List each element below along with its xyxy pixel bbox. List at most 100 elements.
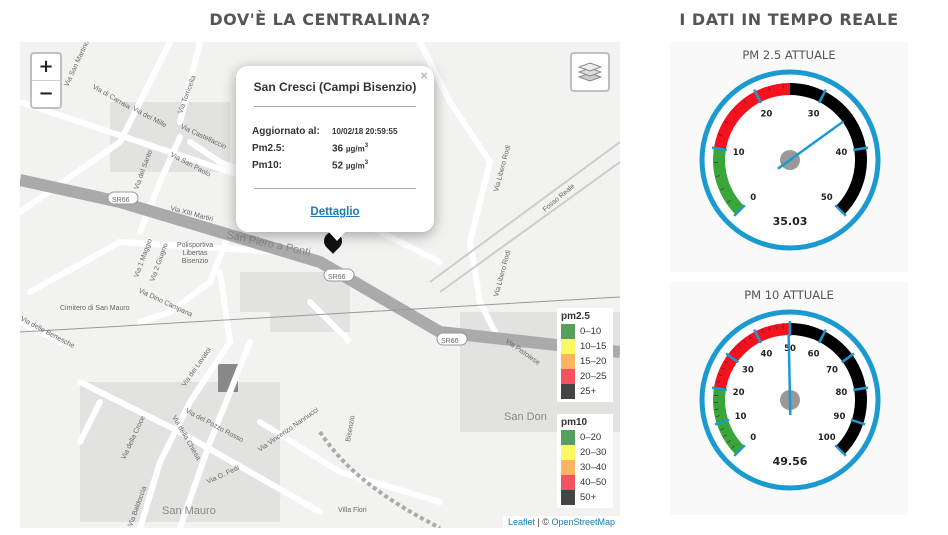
osm-link[interactable]: OpenStreetMap (551, 517, 615, 527)
gauge-major-tick (817, 329, 827, 344)
legend-label: 20–25 (580, 371, 607, 382)
gauge-minor-tick (718, 133, 723, 136)
river-label: Bisenzio (345, 415, 357, 442)
gauge-tick-label: 90 (834, 412, 846, 422)
gauge-minor-tick (726, 440, 731, 444)
gauge-minor-tick (748, 335, 752, 340)
legend-label: 50+ (580, 492, 597, 503)
pm25-gauge-card: 0 10 20 30 40 50 35.03 PM 2.5 ATTUALE (670, 42, 908, 272)
map-heading: DOV'È LA CENTRALINA? (209, 10, 431, 29)
legend-item: 15–20 (561, 354, 609, 369)
gauge-minor-tick (720, 428, 725, 431)
legend-item: 50+ (561, 490, 609, 505)
gauge-minor-tick (718, 373, 723, 376)
legend-swatch (561, 460, 575, 475)
gauge-minor-tick (775, 325, 777, 330)
station-popup: × San Cresci (Campi Bisenzio) Aggiornato… (236, 66, 434, 241)
gauge-tick-label: 70 (826, 365, 838, 375)
map[interactable]: SR66 SR66 SR66 Via San Martino Via di Ca… (20, 42, 620, 528)
gauge-minor-tick (716, 380, 721, 383)
place-label: San Mauro (162, 505, 216, 517)
gauge-major-tick (714, 418, 730, 426)
legend-swatch (561, 339, 575, 354)
legend-swatch (561, 369, 575, 384)
legend-swatch (561, 490, 575, 505)
updated-value: 10/02/18 20:59:55 (332, 127, 398, 136)
gauge-band (713, 83, 790, 150)
gauge-major-tick (853, 146, 869, 152)
pm10-row: Pm10: 52 µg/m3 (252, 160, 369, 172)
gauge-major-tick (711, 146, 727, 152)
gauge-needle (777, 120, 845, 170)
gauge-tick-label: 80 (835, 388, 847, 398)
divider (254, 106, 416, 107)
zoom-in-button[interactable]: + (38, 56, 54, 77)
gauge-minor-tick (768, 86, 771, 91)
gauge-tick-label: 0 (750, 433, 756, 443)
legend-label: 25+ (580, 386, 597, 397)
popup-close-button[interactable]: × (420, 68, 428, 83)
gauge-minor-tick (726, 200, 731, 204)
layers-icon (578, 62, 602, 82)
gauge-minor-tick (732, 109, 737, 113)
legend-label: 40–50 (580, 477, 607, 488)
gauge-minor-tick (714, 408, 719, 410)
street-label: Via dei Lavatoi (181, 346, 213, 388)
gauge-tick-label: 40 (760, 350, 772, 360)
legend-item: 25+ (561, 384, 609, 399)
gauge-tick-label: 30 (808, 110, 820, 120)
gauge-tick-label: 10 (733, 148, 745, 158)
legend-item: 40–50 (561, 475, 609, 490)
gauge-major-tick (817, 89, 827, 104)
legend-item: 30–40 (561, 460, 609, 475)
street-label: Via 2 Giugno (149, 242, 169, 282)
zoom-out-button[interactable]: − (32, 80, 60, 107)
gauge-minor-tick (731, 445, 735, 449)
legend-label: 15–20 (580, 356, 607, 367)
legend-label: 0–20 (580, 432, 602, 443)
road-shield-sr66: SR66 (441, 338, 459, 345)
place-label: Villa Flori (338, 507, 367, 514)
gauge-major-tick (753, 329, 763, 344)
legend-item: 10–15 (561, 339, 609, 354)
gauge-minor-tick (715, 415, 720, 417)
legend-item: 0–10 (561, 324, 609, 339)
legend-title: pm10 (561, 417, 588, 428)
street-label: Via San Martino (63, 42, 90, 88)
gauge-minor-tick (768, 326, 771, 331)
legend-label: 20–30 (580, 447, 607, 458)
leaflet-link[interactable]: Leaflet (507, 517, 535, 527)
popup-tip (328, 231, 346, 241)
updated-row: Aggiornato al: 10/02/18 20:59:55 (252, 126, 397, 137)
gauge-band (713, 147, 745, 215)
poi-label: Polisportiva Libertas Bisenzio (176, 242, 214, 265)
gauge-minor-tick (732, 349, 737, 353)
gauge-title: PM 2.5 ATTUALE (742, 48, 836, 62)
gauge-tick-label: 50 (821, 193, 833, 203)
legend-item: 0–20 (561, 430, 609, 445)
pm10-gauge-card: 010203040506070809010049.56 PM 10 ATTUAL… (670, 282, 908, 515)
attribution: Leaflet | © OpenStreetMap (502, 516, 620, 528)
gauge-minor-tick (743, 339, 747, 344)
legend-item: 20–30 (561, 445, 609, 460)
legend-swatch (561, 430, 575, 445)
legend-pm10: pm10 0–20 20–30 30–40 40–50 50+ (557, 414, 613, 508)
legend-item: 20–25 (561, 369, 609, 384)
road-shield-sr66: SR66 (328, 274, 346, 281)
popup-title: San Cresci (Campi Bisenzio) (253, 80, 417, 94)
pm25-label: Pm2.5: (252, 143, 285, 154)
gauge-minor-tick (724, 361, 729, 364)
gauge-band (790, 323, 867, 455)
gauge-major-tick (850, 418, 866, 426)
gauge-minor-tick (743, 99, 747, 104)
zoom-control: + − (30, 52, 62, 109)
detail-link[interactable]: Dettaglio (310, 206, 360, 218)
layers-button[interactable] (570, 52, 610, 92)
gauge-minor-tick (723, 434, 728, 437)
legend-swatch (561, 354, 575, 369)
gauge-tick-label: 30 (742, 365, 754, 375)
pm25-row: Pm2.5: 36 µg/m3 (252, 143, 369, 155)
gauge-major-tick (841, 352, 855, 364)
legend-pm25: pm2.5 0–10 10–15 15–20 20–25 25+ (557, 308, 613, 402)
realtime-heading: I DATI IN TEMPO REALE (679, 10, 899, 29)
